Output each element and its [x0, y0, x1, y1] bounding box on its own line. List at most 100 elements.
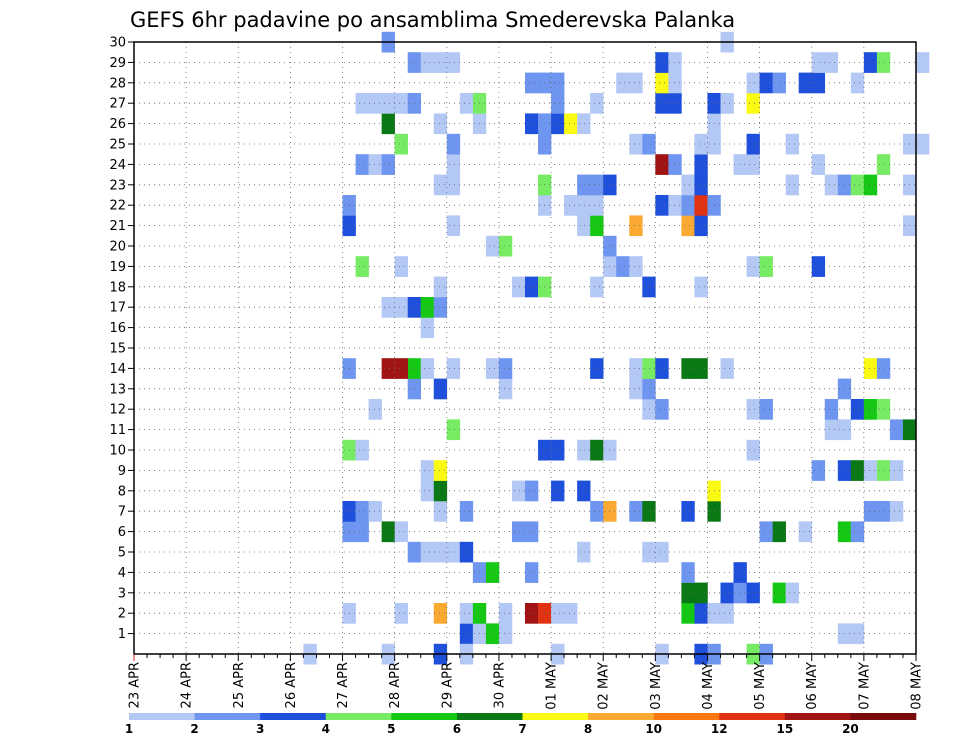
heatmap-cell: [355, 501, 369, 522]
heatmap-cells: [303, 31, 930, 665]
legend-swatch: [129, 713, 195, 720]
heatmap-cell: [420, 480, 435, 502]
y-tick-label: 27: [109, 97, 126, 112]
heatmap-cell: [355, 93, 369, 114]
heatmap-cell: [525, 72, 539, 94]
heatmap-cell: [746, 93, 760, 114]
heatmap-cell: [381, 297, 395, 318]
heatmap-cell: [655, 93, 669, 114]
heatmap-cell: [381, 358, 395, 379]
y-tick-label: 16: [109, 321, 126, 336]
legend-label: 6: [453, 722, 461, 736]
heatmap-cell: [459, 541, 474, 563]
heatmap-cell: [850, 460, 865, 481]
heatmap-cell: [733, 582, 747, 604]
heatmap-cell: [629, 358, 643, 379]
heatmap-cell: [876, 154, 891, 175]
x-tick-label: 28 APR: [388, 662, 403, 708]
heatmap-cell: [525, 480, 539, 502]
y-tick-label: 26: [109, 117, 126, 132]
heatmap-cell: [720, 93, 734, 114]
heatmap-cell: [564, 603, 578, 624]
heatmap-cell: [511, 276, 526, 298]
heatmap-cell: [420, 297, 435, 318]
y-tick-label: 9: [118, 464, 126, 479]
x-axis: 23 APR 24 APR 25 APR 26 APR 27 APR 28 APR 29 A…: [128, 654, 925, 710]
heatmap-cell: [863, 52, 878, 73]
heatmap-cell: [642, 501, 656, 522]
heatmap-cell: [759, 72, 773, 94]
heatmap-cell: [355, 154, 369, 175]
heatmap-cell: [863, 174, 878, 196]
heatmap-cell: [446, 358, 461, 379]
heatmap-cell: [577, 195, 591, 216]
heatmap-cell: [811, 72, 826, 94]
color-legend: 1 2 3 4 5 6 7 8 10 12 15 20: [125, 713, 917, 736]
heatmap-cell: [681, 174, 695, 196]
heatmap-cell: [889, 501, 904, 522]
heatmap-cell: [446, 174, 461, 196]
heatmap-cell: [498, 603, 513, 624]
heatmap-cell: [381, 154, 395, 175]
heatmap-cell: [433, 460, 448, 481]
heatmap-cell: [694, 174, 708, 196]
heatmap-cell: [498, 623, 513, 645]
y-tick-label: 29: [109, 56, 126, 71]
y-tick-label: 20: [109, 240, 126, 255]
heatmap-cell: [577, 174, 591, 196]
heatmap-cell: [525, 276, 539, 298]
heatmap-cell: [394, 93, 408, 114]
heatmap-cell: [876, 52, 891, 73]
heatmap-cell: [511, 521, 526, 543]
heatmap-cell: [811, 52, 826, 73]
heatmap-cell: [668, 72, 682, 94]
heatmap-cell: [785, 582, 799, 604]
heatmap-cell: [551, 72, 565, 94]
y-tick-label: 14: [109, 362, 126, 377]
heatmap-cell: [863, 460, 878, 481]
heatmap-cell: [433, 541, 448, 563]
heatmap-cell: [681, 582, 695, 604]
heatmap-cell: [681, 195, 695, 216]
heatmap-cell: [590, 439, 604, 461]
x-tick-label: 30 APR: [492, 662, 507, 708]
x-tick-label: 29 APR: [440, 662, 455, 708]
heatmap-cell: [368, 154, 382, 175]
x-tick-label: 02 MAY: [597, 662, 612, 710]
legend-swatch: [719, 713, 786, 720]
heatmap-cell: [394, 256, 408, 277]
heatmap-cell: [694, 358, 708, 379]
legend-swatch: [325, 713, 392, 720]
heatmap-cell: [485, 235, 500, 257]
heatmap-cell: [642, 276, 656, 298]
heatmap-cell: [694, 276, 708, 298]
heatmap-cell: [381, 113, 395, 135]
heatmap-cell: [459, 603, 474, 624]
legend-label: 2: [190, 722, 198, 736]
legend-swatch: [850, 713, 917, 720]
heatmap-cell: [590, 215, 604, 237]
heatmap-cell: [433, 52, 448, 73]
heatmap-cell: [629, 215, 643, 237]
heatmap-cell: [525, 113, 539, 135]
legend-label: 8: [584, 722, 592, 736]
heatmap-cell: [446, 215, 461, 237]
heatmap-cell: [446, 541, 461, 563]
heatmap-cell: [420, 541, 435, 563]
heatmap-cell: [694, 215, 708, 237]
heatmap-cell: [642, 133, 656, 155]
heatmap-cell: [420, 358, 435, 379]
y-tick-label: 1: [118, 627, 126, 642]
heatmap-cell: [694, 133, 708, 155]
heatmap-cell: [381, 93, 395, 114]
heatmap-cell: [498, 358, 513, 379]
heatmap-cell: [655, 72, 669, 94]
heatmap-cell: [694, 154, 708, 175]
heatmap-cell: [446, 419, 461, 441]
y-tick-label: 5: [118, 546, 126, 561]
heatmap-cell: [811, 460, 826, 481]
y-tick-label: 8: [118, 484, 126, 499]
heatmap-cell: [746, 439, 760, 461]
legend-label: 20: [842, 722, 859, 736]
